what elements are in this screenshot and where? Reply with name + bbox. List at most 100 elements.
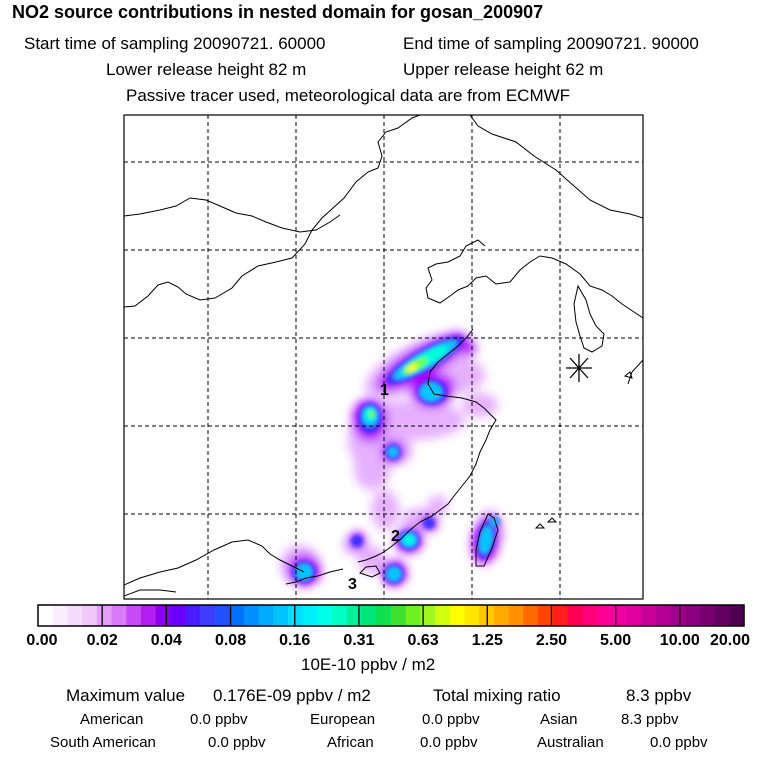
color-scale-cell <box>288 605 304 626</box>
color-scale-cell <box>126 605 142 626</box>
color-scale-cell <box>714 605 730 626</box>
color-scale-cell <box>82 605 98 626</box>
color-scale-cell <box>699 605 716 626</box>
color-scale-cell <box>170 605 186 626</box>
source-label-3: 3 <box>348 576 357 593</box>
region-name-african: African <box>327 734 374 751</box>
plume-core-cyan <box>387 567 401 581</box>
plume-haze <box>428 495 448 515</box>
tracer-note: Passive tracer used, meteorological data… <box>126 86 571 105</box>
color-scale-cell <box>685 605 701 626</box>
plume-core-yellow <box>406 364 418 372</box>
plume-haze <box>358 546 386 574</box>
max-value: 0.176E-09 ppbv / m2 <box>213 686 371 705</box>
color-scale-cell <box>302 605 319 626</box>
region-value-asian: 8.3 ppbv <box>621 711 679 728</box>
color-scale-cell <box>582 605 598 626</box>
end-time: End time of sampling 20090721. 90000 <box>403 34 699 53</box>
region-name-south-american: South American <box>50 734 156 751</box>
color-scale-tick-label: 0.16 <box>279 632 311 649</box>
color-scale-cell <box>611 605 627 626</box>
color-scale-cell <box>420 605 436 626</box>
color-scale-cell <box>111 605 127 626</box>
region-value-european: 0.0 ppbv <box>422 711 480 728</box>
region-name-asian: Asian <box>540 711 578 728</box>
region-value-african: 0.0 ppbv <box>420 734 478 751</box>
source-label-2: 2 <box>391 528 400 545</box>
color-scale-cell <box>229 605 245 626</box>
region-value-south-american: 0.0 ppbv <box>208 734 266 751</box>
color-scale-cell <box>52 605 69 626</box>
color-scale-cell <box>552 605 569 626</box>
plume-layer <box>280 332 504 586</box>
plume-core-blue <box>351 535 363 547</box>
color-scale-cell <box>670 605 686 626</box>
color-scale-tick-label: 1.25 <box>471 632 503 649</box>
color-scale-cell <box>258 605 274 626</box>
color-scale-cell <box>493 605 510 626</box>
color-scale-cell <box>405 605 422 626</box>
color-scale-cell <box>361 605 377 626</box>
color-scale-cell <box>155 605 171 626</box>
plume-core-blue <box>423 517 435 529</box>
color-scale-cell <box>655 605 672 626</box>
color-scale-cell <box>317 605 333 626</box>
color-scale-cell <box>641 605 657 626</box>
color-scale-cell <box>273 605 289 626</box>
color-scale-cell <box>538 605 554 626</box>
region-value-australian: 0.0 ppbv <box>650 734 708 751</box>
color-scale-cell <box>140 605 157 626</box>
source-label-1: 1 <box>380 382 389 399</box>
color-scale-cell <box>38 605 54 626</box>
color-scale-cell <box>596 605 613 626</box>
color-scale-tick-label: 0.00 <box>26 632 58 649</box>
legend-units: 10E-10 ppbv / m2 <box>301 655 436 674</box>
color-scale-cell <box>508 605 524 626</box>
lower-release-height: Lower release height 82 m <box>106 60 307 79</box>
color-scale-cell <box>214 605 230 626</box>
plume-core-green <box>369 410 375 418</box>
color-scale-cell <box>435 605 451 626</box>
plume-core-cyan <box>388 447 398 457</box>
color-scale-tick-label: 2.50 <box>535 632 568 649</box>
upper-release-height: Upper release height 62 m <box>403 60 604 79</box>
region-name-american: American <box>80 711 144 728</box>
color-scale-tick-label: 0.31 <box>343 632 375 649</box>
color-scale-cell <box>626 605 642 626</box>
total-mixing-value: 8.3 ppbv <box>626 686 692 705</box>
map-title: NO2 source contributions in nested domai… <box>12 2 544 22</box>
color-scale-cell <box>449 605 466 626</box>
color-scale-tick-label: 0.02 <box>86 632 118 649</box>
color-scale-tick-label: 20.00 <box>709 632 751 649</box>
region-name-european: European <box>310 711 376 728</box>
color-scale-cell <box>185 605 201 626</box>
color-scale-tick-label: 10.00 <box>659 632 700 649</box>
color-scale-tick-label: 0.04 <box>150 632 182 649</box>
plume-shell <box>460 340 476 356</box>
color-scale-cell <box>376 605 392 626</box>
color-scale-tick-label: 5.00 <box>600 632 632 649</box>
color-scale-cell <box>243 605 260 626</box>
color-scale-cell <box>332 605 348 626</box>
plume-haze <box>371 490 399 530</box>
start-time: Start time of sampling 20090721. 60000 <box>24 34 326 53</box>
region-name-australian: Australian <box>537 734 604 751</box>
color-scale-cell <box>567 605 583 626</box>
color-scale-cell <box>346 605 363 626</box>
color-scale-cell <box>729 605 745 626</box>
color-scale-tick-label: 0.63 <box>407 632 439 649</box>
color-scale-cell <box>96 605 113 626</box>
plume-core-cyan <box>479 526 493 554</box>
color-scale-cell <box>67 605 83 626</box>
plume-haze <box>354 450 390 490</box>
plume-core-teal <box>404 535 414 545</box>
receptor-asterisk-marker <box>566 354 592 382</box>
max-value-label: Maximum value <box>66 686 186 705</box>
color-scale-cell <box>464 605 480 626</box>
lat-lon-grid <box>124 115 643 599</box>
region-value-american: 0.0 ppbv <box>190 711 248 728</box>
total-mixing-label: Total mixing ratio <box>433 686 561 705</box>
color-scale-cell <box>199 605 216 626</box>
